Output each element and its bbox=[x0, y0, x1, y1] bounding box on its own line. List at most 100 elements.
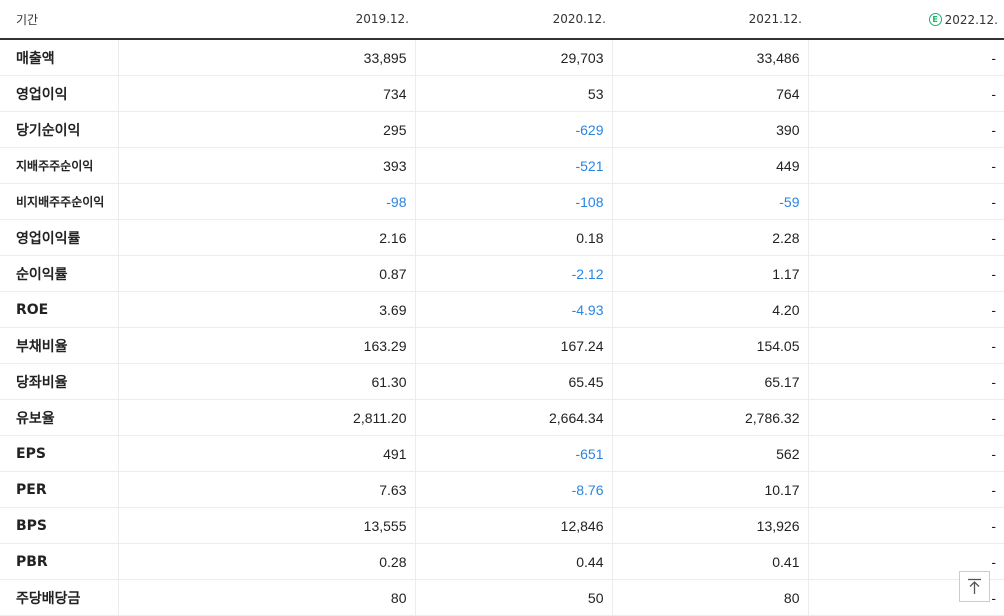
row-label: ROE bbox=[0, 291, 119, 328]
cell-value: 33,895 bbox=[118, 39, 416, 76]
period-2022-estimate: E 2022.12. bbox=[808, 0, 1004, 40]
cell-value: 1.17 bbox=[612, 255, 809, 292]
cell-value: 2,811.20 bbox=[118, 399, 416, 436]
cell-value: - bbox=[808, 507, 1004, 544]
cell-value: - bbox=[808, 147, 1004, 184]
scroll-top-button[interactable] bbox=[959, 571, 990, 602]
cell-value: 50 bbox=[415, 579, 613, 616]
table-row: 주당배당금 80 50 80- bbox=[0, 579, 1004, 616]
cell-value: 2,786.32 bbox=[612, 399, 809, 436]
table-row: 유보율 2,811.20 2,664.34 2,786.32- bbox=[0, 399, 1004, 436]
cell-value: - bbox=[808, 39, 1004, 76]
table-row: 매출액 33,895 29,703 33,486- bbox=[0, 39, 1004, 76]
cell-value: 2,664.34 bbox=[415, 399, 613, 436]
period-2020: 2020.12. bbox=[415, 0, 612, 40]
arrow-up-to-line-icon bbox=[968, 578, 981, 594]
cell-value: 2.16 bbox=[118, 219, 416, 256]
cell-value: 61.30 bbox=[118, 363, 416, 400]
cell-value: 33,486 bbox=[612, 39, 809, 76]
table-row: 당좌비율 61.30 65.45 65.17- bbox=[0, 363, 1004, 400]
table-row: PBR 0.28 0.44 0.41- bbox=[0, 543, 1004, 580]
cell-value: - bbox=[808, 75, 1004, 112]
cell-value: 80 bbox=[612, 579, 809, 616]
row-label: 순이익률 bbox=[0, 255, 119, 292]
cell-value: -59 bbox=[612, 183, 809, 220]
cell-value: 4.20 bbox=[612, 291, 809, 328]
table-row: ROE 3.69 -4.93 4.20- bbox=[0, 291, 1004, 328]
row-label: 지배주주순이익 bbox=[0, 147, 119, 184]
cell-value: 0.41 bbox=[612, 543, 809, 580]
period-header: 기간 bbox=[0, 0, 118, 40]
cell-value: 10.17 bbox=[612, 471, 809, 508]
cell-value: 13,555 bbox=[118, 507, 416, 544]
cell-value: - bbox=[808, 183, 1004, 220]
cell-value: -651 bbox=[415, 435, 613, 472]
cell-value: 12,846 bbox=[415, 507, 613, 544]
table-row: 당기순이익 295 -629 390- bbox=[0, 111, 1004, 148]
table-row: 영업이익 734 53 764- bbox=[0, 75, 1004, 112]
estimate-badge-icon: E bbox=[928, 13, 942, 27]
cell-value: 764 bbox=[612, 75, 809, 112]
row-label: PER bbox=[0, 471, 119, 508]
cell-value: 734 bbox=[118, 75, 416, 112]
cell-value: 65.17 bbox=[612, 363, 809, 400]
cell-value: 80 bbox=[118, 579, 416, 616]
cell-value: - bbox=[808, 255, 1004, 292]
cell-value: 65.45 bbox=[415, 363, 613, 400]
row-label: 비지배주주순이익 bbox=[0, 183, 119, 220]
table-row: 영업이익률 2.16 0.18 2.28- bbox=[0, 219, 1004, 256]
cell-value: -98 bbox=[118, 183, 416, 220]
cell-value: 154.05 bbox=[612, 327, 809, 364]
period-2019: 2019.12. bbox=[118, 0, 415, 40]
row-label: 당좌비율 bbox=[0, 363, 119, 400]
row-label: 영업이익 bbox=[0, 75, 119, 112]
row-label: 매출액 bbox=[0, 39, 119, 76]
cell-value: - bbox=[808, 111, 1004, 148]
cell-value: 167.24 bbox=[415, 327, 613, 364]
row-label: PBR bbox=[0, 543, 119, 580]
cell-value: -2.12 bbox=[415, 255, 613, 292]
period-2021: 2021.12. bbox=[612, 0, 808, 40]
cell-value: - bbox=[808, 363, 1004, 400]
cell-value: 449 bbox=[612, 147, 809, 184]
cell-value: 562 bbox=[612, 435, 809, 472]
table-row: 비지배주주순이익 -98 -108 -59- bbox=[0, 183, 1004, 220]
table-row: BPS 13,555 12,846 13,926- bbox=[0, 507, 1004, 544]
cell-value: 7.63 bbox=[118, 471, 416, 508]
cell-value: - bbox=[808, 291, 1004, 328]
table-row: 지배주주순이익 393 -521 449- bbox=[0, 147, 1004, 184]
cell-value: 0.28 bbox=[118, 543, 416, 580]
cell-value: -629 bbox=[415, 111, 613, 148]
table-row: EPS 491 -651 562- bbox=[0, 435, 1004, 472]
cell-value: 491 bbox=[118, 435, 416, 472]
row-label: 부채비율 bbox=[0, 327, 119, 364]
cell-value: 29,703 bbox=[415, 39, 613, 76]
cell-value: 13,926 bbox=[612, 507, 809, 544]
table-header-row: 기간 2019.12. 2020.12. 2021.12. E 2022.12. bbox=[0, 0, 1004, 40]
cell-value: -4.93 bbox=[415, 291, 613, 328]
row-label: 영업이익률 bbox=[0, 219, 119, 256]
cell-value: -108 bbox=[415, 183, 613, 220]
cell-value: 295 bbox=[118, 111, 416, 148]
cell-value: - bbox=[808, 471, 1004, 508]
row-label: EPS bbox=[0, 435, 119, 472]
table-row: PER 7.63 -8.76 10.17- bbox=[0, 471, 1004, 508]
cell-value: 53 bbox=[415, 75, 613, 112]
cell-value: 2.28 bbox=[612, 219, 809, 256]
row-label: BPS bbox=[0, 507, 119, 544]
cell-value: 393 bbox=[118, 147, 416, 184]
row-label: 주당배당금 bbox=[0, 579, 119, 616]
cell-value: - bbox=[808, 399, 1004, 436]
cell-value: - bbox=[808, 327, 1004, 364]
table-row: 순이익률 0.87 -2.12 1.17- bbox=[0, 255, 1004, 292]
cell-value: - bbox=[808, 219, 1004, 256]
table-row: 부채비율 163.29 167.24 154.05- bbox=[0, 327, 1004, 364]
cell-value: 3.69 bbox=[118, 291, 416, 328]
period-2022: 2022.12. bbox=[944, 12, 998, 27]
row-label: 유보율 bbox=[0, 399, 119, 436]
cell-value: 163.29 bbox=[118, 327, 416, 364]
cell-value: 390 bbox=[612, 111, 809, 148]
cell-value: 0.87 bbox=[118, 255, 416, 292]
cell-value: -521 bbox=[415, 147, 613, 184]
